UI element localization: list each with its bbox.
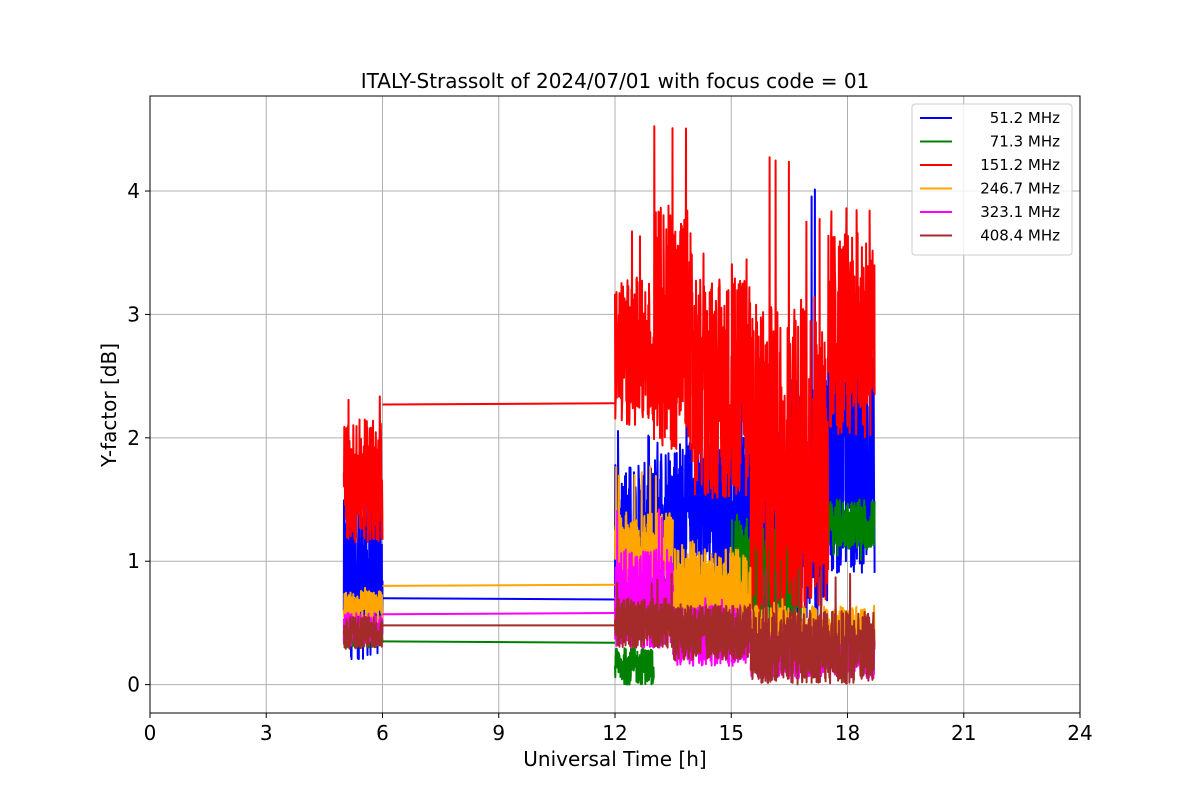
x-tick-label: 0	[144, 721, 157, 745]
x-tick-label: 18	[835, 721, 860, 745]
x-tick-label: 15	[719, 721, 744, 745]
legend-label: 408.4 MHz	[980, 227, 1060, 245]
series-line	[788, 218, 830, 609]
series-line	[614, 572, 675, 649]
x-tick-label: 21	[951, 721, 976, 745]
x-axis-label: Universal Time [h]	[523, 747, 706, 771]
series-line	[342, 586, 384, 624]
plot-area	[342, 125, 876, 686]
x-tick-label: 12	[602, 721, 627, 745]
series-line	[382, 583, 616, 587]
series-408-4MHz	[342, 568, 876, 686]
chart-title: ITALY-Strassolt of 2024/07/01 with focus…	[361, 69, 870, 93]
legend: 51.2 MHz 71.3 MHz 151.2 MHz 246.7 MHz 323.1 …	[911, 103, 1073, 256]
legend-label: 323.1 MHz	[980, 203, 1060, 221]
legend-label: 71.3 MHz	[990, 133, 1060, 151]
x-tick-label: 24	[1067, 721, 1092, 745]
series-line	[342, 615, 384, 650]
y-tick-label: 2	[127, 426, 140, 450]
series-line	[614, 230, 655, 426]
series-line	[382, 597, 616, 601]
y-tick-label: 4	[127, 179, 140, 203]
x-tick-label: 9	[492, 721, 505, 745]
y-axis-label: Y-factor [dB]	[97, 343, 121, 468]
x-tick-label: 6	[376, 721, 389, 745]
series-line	[749, 568, 876, 686]
series-line	[342, 395, 384, 544]
legend-label: 246.7 MHz	[980, 180, 1060, 198]
y-tick-label: 0	[127, 673, 140, 697]
series-line	[382, 402, 616, 406]
y-axis-ticks: 0 1 2 3 4	[127, 179, 150, 697]
series-line	[652, 125, 694, 451]
series-line	[827, 207, 876, 439]
x-tick-label: 3	[260, 721, 273, 745]
y-tick-label: 3	[127, 302, 140, 326]
legend-label: 51.2 MHz	[990, 109, 1060, 127]
y-tick-label: 1	[127, 549, 140, 573]
series-line	[672, 603, 752, 661]
series-line	[382, 640, 616, 644]
x-axis-ticks: 0 3 6 9 12 15 18 21 24	[144, 713, 1093, 745]
series-line	[382, 612, 616, 616]
legend-label: 151.2 MHz	[980, 156, 1060, 174]
series-line	[614, 646, 655, 686]
series-151-2MHz	[342, 125, 876, 623]
series-line	[691, 252, 752, 500]
